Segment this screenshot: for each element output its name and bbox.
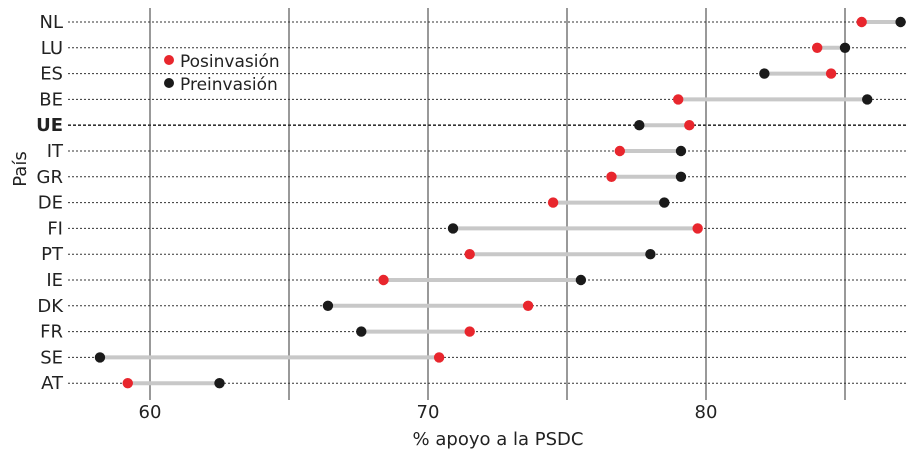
category-label: BE (39, 89, 63, 110)
point-posinvasion (122, 378, 133, 389)
row-se: SE (40, 347, 907, 368)
point-posinvasion (614, 145, 626, 157)
point-posinvasion (684, 120, 695, 131)
row-nl: NL (40, 12, 907, 33)
category-label: DE (38, 193, 63, 214)
x-tick-label: 70 (417, 402, 440, 423)
point-posinvasion (673, 94, 684, 105)
legend-marker-preinvasion (164, 78, 174, 88)
legend-label-posinvasion: Posinvasión (180, 52, 280, 72)
category-label: PT (41, 244, 64, 265)
row-dk: DK (37, 296, 907, 317)
category-label: FI (47, 218, 63, 239)
point-posinvasion (825, 68, 837, 79)
y-axis-title: País (10, 151, 31, 186)
point-preinvasion (356, 326, 367, 337)
point-posinvasion (378, 274, 389, 286)
point-preinvasion (759, 68, 770, 79)
point-posinvasion (856, 16, 867, 28)
point-posinvasion (606, 171, 617, 182)
row-fr: FR (40, 322, 907, 343)
category-label: DK (37, 296, 64, 317)
point-preinvasion (447, 223, 459, 234)
category-label: ES (40, 64, 63, 85)
row-pt: PT (41, 244, 907, 265)
row-lu: LU (41, 38, 907, 59)
point-preinvasion (575, 274, 587, 286)
x-tick-label: 80 (695, 402, 718, 423)
category-label: LU (41, 38, 63, 59)
legend: Posinvasión Preinvasión (164, 52, 280, 95)
point-preinvasion (862, 94, 873, 105)
row-be: BE (39, 89, 907, 110)
point-preinvasion (675, 171, 687, 182)
point-posinvasion (692, 223, 703, 234)
row-gr: GR (37, 167, 907, 188)
point-posinvasion (464, 326, 475, 337)
x-tick-label: 60 (139, 402, 162, 423)
point-preinvasion (94, 352, 106, 363)
row-ue: UE (36, 115, 907, 136)
category-label: NL (40, 12, 64, 33)
category-label: IT (47, 141, 64, 162)
point-preinvasion (645, 249, 656, 260)
legend-marker-posinvasion (164, 55, 174, 65)
point-posinvasion (522, 300, 534, 311)
point-posinvasion (464, 249, 475, 260)
category-label: FR (40, 322, 63, 343)
category-label: AT (41, 373, 64, 394)
category-label: GR (37, 167, 63, 188)
category-label: IE (46, 270, 63, 291)
row-de: DE (38, 193, 907, 214)
point-posinvasion (547, 197, 559, 208)
row-es: ES (40, 64, 907, 85)
category-rows: NL LU ES BE UE IT GR DE FI PT IE DK FR SE AT (36, 12, 907, 394)
point-preinvasion (659, 197, 670, 208)
point-preinvasion (322, 300, 334, 311)
point-preinvasion (675, 145, 687, 157)
category-label: UE (36, 115, 63, 136)
x-axis-title: % apoyo a la PSDC (413, 429, 584, 450)
row-it: IT (47, 141, 907, 162)
point-preinvasion (839, 42, 851, 53)
row-fi: FI (47, 218, 907, 239)
x-axis-ticks: 60 70 80 (139, 402, 718, 423)
point-posinvasion (812, 42, 823, 53)
point-preinvasion (895, 16, 906, 28)
point-preinvasion (634, 120, 645, 131)
legend-label-preinvasion: Preinvasión (180, 75, 278, 95)
row-ie: IE (46, 270, 907, 291)
point-posinvasion (433, 352, 445, 363)
point-preinvasion (214, 378, 225, 389)
row-at: AT (41, 373, 907, 394)
category-label: SE (40, 347, 63, 368)
